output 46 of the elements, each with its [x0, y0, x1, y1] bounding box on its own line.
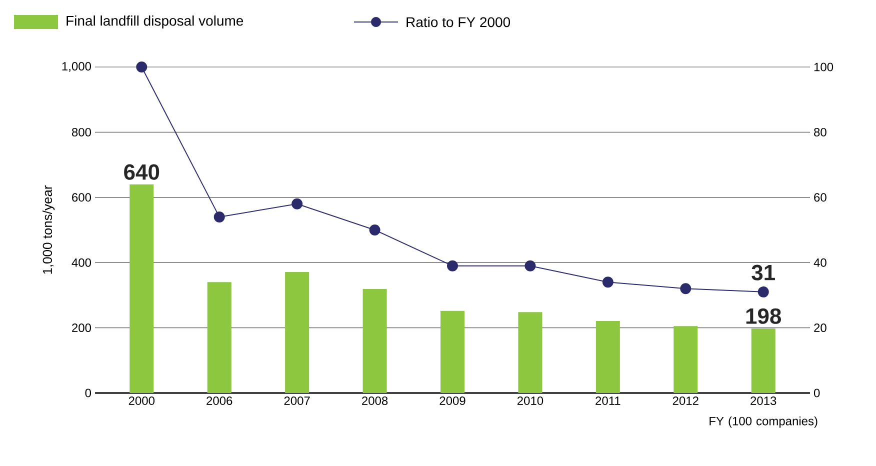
point — [214, 211, 225, 222]
y2-tick-label: 100 — [814, 62, 834, 72]
y2-tick-label: 80 — [814, 128, 826, 136]
x-tick-label: 2013 — [750, 396, 776, 406]
point — [136, 61, 148, 72]
bar — [285, 272, 310, 393]
point — [447, 260, 458, 272]
y-tick-label: 200 — [72, 324, 92, 332]
x-tick-label: 2006 — [206, 396, 232, 406]
y2-tick-label: 20 — [814, 324, 826, 332]
bar — [440, 310, 464, 393]
bar — [751, 328, 776, 393]
data-label: 198 — [746, 308, 782, 324]
bar — [130, 184, 154, 393]
point — [524, 260, 536, 272]
y2-tick-label: 40 — [814, 258, 826, 267]
x-tick-label: 2010 — [517, 396, 544, 406]
y2-tick-label: 60 — [814, 193, 826, 202]
y-tick-label: 800 — [72, 128, 92, 136]
point — [758, 286, 769, 298]
bar — [596, 320, 620, 393]
x-tick-label: 2008 — [362, 396, 388, 406]
data-label: 640 — [124, 164, 160, 180]
y-axis-title: 1,000 tons/year — [42, 185, 55, 274]
point — [369, 224, 380, 236]
bar — [207, 282, 232, 393]
y-tick-label: 400 — [72, 258, 92, 267]
bar — [362, 288, 387, 393]
legend-label: Ratio to FY 2000 — [406, 16, 510, 28]
point — [680, 283, 692, 294]
x-tick-label: 2007 — [284, 396, 310, 406]
y-tick-label: 0 — [85, 388, 92, 398]
bar — [518, 312, 542, 393]
bar — [674, 326, 698, 393]
legend-label: Final landfill disposal volume — [66, 15, 244, 29]
x-tick-label: 2011 — [596, 396, 620, 406]
x-tick-label: 2009 — [440, 396, 466, 406]
y-tick-label: 1,000 — [62, 62, 92, 72]
data-label: 31 — [752, 264, 775, 280]
text: FY (100 companies) — [710, 416, 818, 428]
point — [602, 276, 614, 288]
x-tick-label: 2012 — [672, 396, 698, 406]
y2-tick-label: 0 — [814, 388, 820, 398]
y-tick-label: 600 — [72, 193, 92, 202]
x-tick-label: 2000 — [128, 396, 155, 406]
point — [292, 198, 303, 210]
